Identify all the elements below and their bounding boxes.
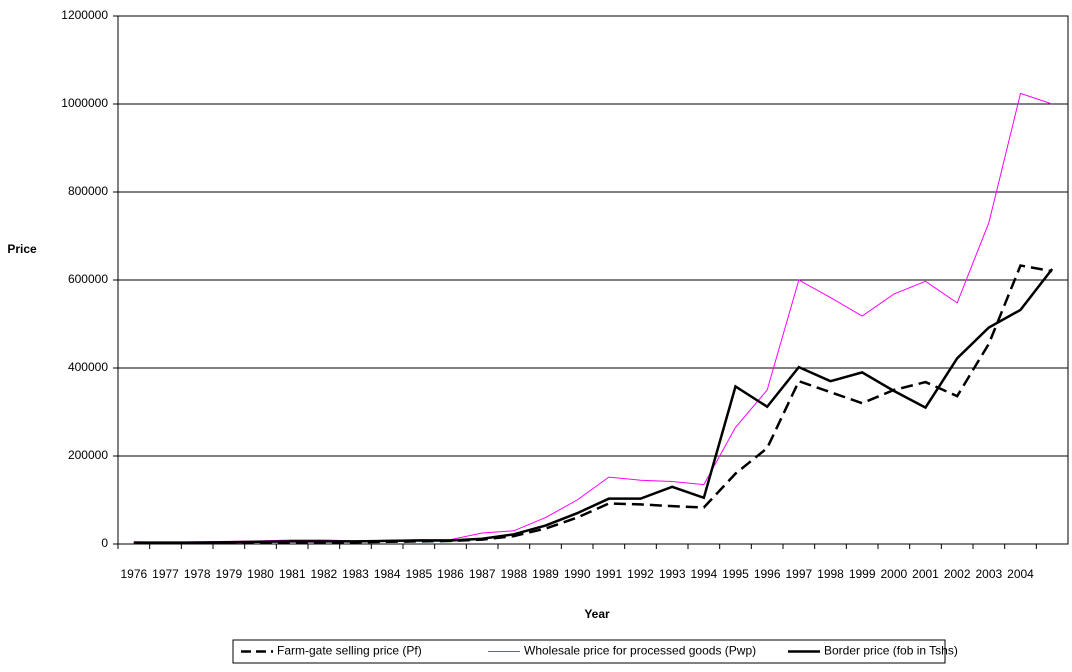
x-tick-label: 2001 <box>912 567 939 581</box>
x-tick-label: 1990 <box>564 567 591 581</box>
x-tick-label: 1981 <box>279 567 306 581</box>
x-tick-label: 1994 <box>690 567 717 581</box>
x-tick-label: 1996 <box>754 567 781 581</box>
x-tick-label: 1986 <box>437 567 464 581</box>
x-tick-label: 1995 <box>722 567 749 581</box>
series-line <box>133 92 1053 543</box>
legend-box <box>232 639 946 664</box>
y-tick-label: 0 <box>101 536 108 550</box>
x-tick-label: 1999 <box>849 567 876 581</box>
x-tick-label: 1993 <box>659 567 686 581</box>
x-tick-label: 1976 <box>120 567 147 581</box>
x-tick-label: 1983 <box>342 567 369 581</box>
x-axis-title: Year <box>584 607 610 621</box>
x-tick-label: 1992 <box>627 567 654 581</box>
y-tick-label: 200000 <box>68 448 108 462</box>
legend-label: Farm-gate selling price (Pf) <box>277 644 422 658</box>
y-tick-label: 800000 <box>68 184 108 198</box>
y-axis-title: Price <box>7 242 37 256</box>
x-tick-label: 2000 <box>880 567 907 581</box>
x-tick-label: 1988 <box>500 567 527 581</box>
x-tick-label: 1991 <box>595 567 622 581</box>
x-tick-label: 2004 <box>1007 567 1034 581</box>
y-tick-label: 600000 <box>68 272 108 286</box>
x-tick-label: 2003 <box>975 567 1002 581</box>
legend-label: Border price (fob in Tshs) <box>824 644 958 658</box>
x-tick-label: 1987 <box>469 567 496 581</box>
x-tick-label: 1998 <box>817 567 844 581</box>
x-tick-label: 1982 <box>310 567 337 581</box>
x-tick-label: 1979 <box>215 567 242 581</box>
x-tick-label: 1985 <box>405 567 432 581</box>
y-tick-label: 400000 <box>68 360 108 374</box>
x-tick-label: 1977 <box>152 567 179 581</box>
x-tick-label: 2002 <box>944 567 971 581</box>
x-tick-label: 1978 <box>184 567 211 581</box>
series-line <box>133 264 1053 545</box>
y-tick-label: 1000000 <box>61 96 108 110</box>
x-tick-label: 1997 <box>785 567 812 581</box>
series-line <box>133 268 1054 544</box>
y-tick-label: 1200000 <box>61 8 108 22</box>
x-tick-label: 1980 <box>247 567 274 581</box>
x-tick-label: 1984 <box>374 567 401 581</box>
legend-label: Wholesale price for processed goods (Pwp… <box>524 644 756 658</box>
x-tick-label: 1989 <box>532 567 559 581</box>
